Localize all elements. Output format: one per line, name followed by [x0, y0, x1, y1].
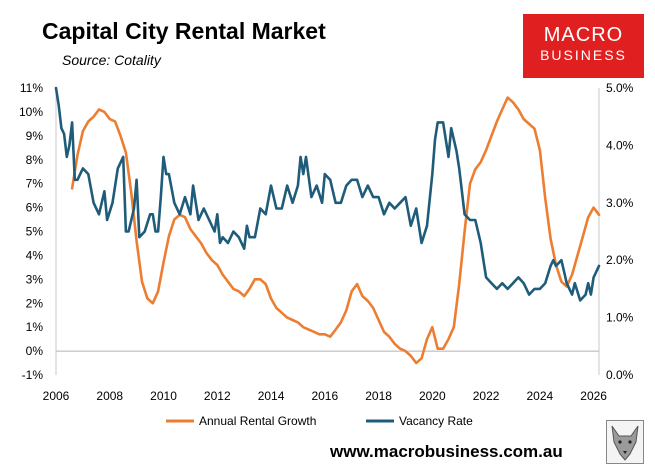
legend-label-annual-rental-growth: Annual Rental Growth [199, 414, 316, 428]
left-y-tick-label: 3% [26, 272, 44, 286]
x-tick-label: 2018 [365, 389, 392, 403]
logo-line-2: BUSINESS [540, 47, 627, 63]
x-tick-label: 2026 [580, 389, 607, 403]
website-url: www.macrobusiness.com.au [330, 442, 563, 461]
legend: Annual Rental Growth Vacancy Rate [166, 414, 473, 428]
x-tick-label: 2024 [527, 389, 554, 403]
x-tick-label: 2014 [258, 389, 285, 403]
left-y-tick-label: 2% [26, 296, 44, 310]
x-tick-label: 2022 [473, 389, 500, 403]
right-y-tick-label: 3.0% [606, 196, 634, 210]
x-tick-label: 2006 [43, 389, 70, 403]
x-tick-label: 2020 [419, 389, 446, 403]
left-y-tick-label: 5% [26, 225, 44, 239]
x-tick-label: 2012 [204, 389, 231, 403]
left-y-tick-label: 9% [26, 129, 44, 143]
right-y-tick-label: 5.0% [606, 81, 634, 95]
series-line-vacancy-rate [54, 86, 601, 302]
right-y-tick-label: 0.0% [606, 368, 634, 382]
right-y-tick-label: 2.0% [606, 253, 634, 267]
left-y-tick-label: 1% [26, 320, 44, 334]
fox-mascot-icon [606, 420, 644, 464]
left-y-tick-label: 10% [19, 105, 43, 119]
x-tick-label: 2010 [150, 389, 177, 403]
right-y-tick-label: 1.0% [606, 311, 634, 325]
left-y-tick-label: 7% [26, 177, 44, 191]
left-y-tick-label: 6% [26, 201, 44, 215]
left-y-tick-label: 4% [26, 248, 44, 262]
left-y-tick-label: -1% [22, 368, 44, 382]
macrobusiness-logo: MACRO BUSINESS [523, 14, 644, 78]
chart-title: Capital City Rental Market [42, 18, 326, 44]
legend-label-vacancy-rate: Vacancy Rate [399, 414, 473, 428]
logo-line-1: MACRO [543, 24, 624, 46]
axes-layer: -1% 0% 1% 2% 3% 4% 5% 6% 7% 8% 9% 10% 11% 0.0% 1.0% 2.0… [19, 81, 634, 403]
series-line-annual-rental-growth [70, 96, 601, 365]
left-y-tick-label: 0% [26, 344, 44, 358]
x-tick-label: 2008 [96, 389, 123, 403]
right-y-tick-label: 4.0% [606, 138, 634, 152]
left-y-tick-label: 11% [20, 81, 43, 95]
x-tick-label: 2016 [311, 389, 338, 403]
left-y-tick-label: 8% [26, 153, 44, 167]
series-layer [54, 86, 601, 365]
chart-source: Source: Cotality [62, 52, 161, 68]
